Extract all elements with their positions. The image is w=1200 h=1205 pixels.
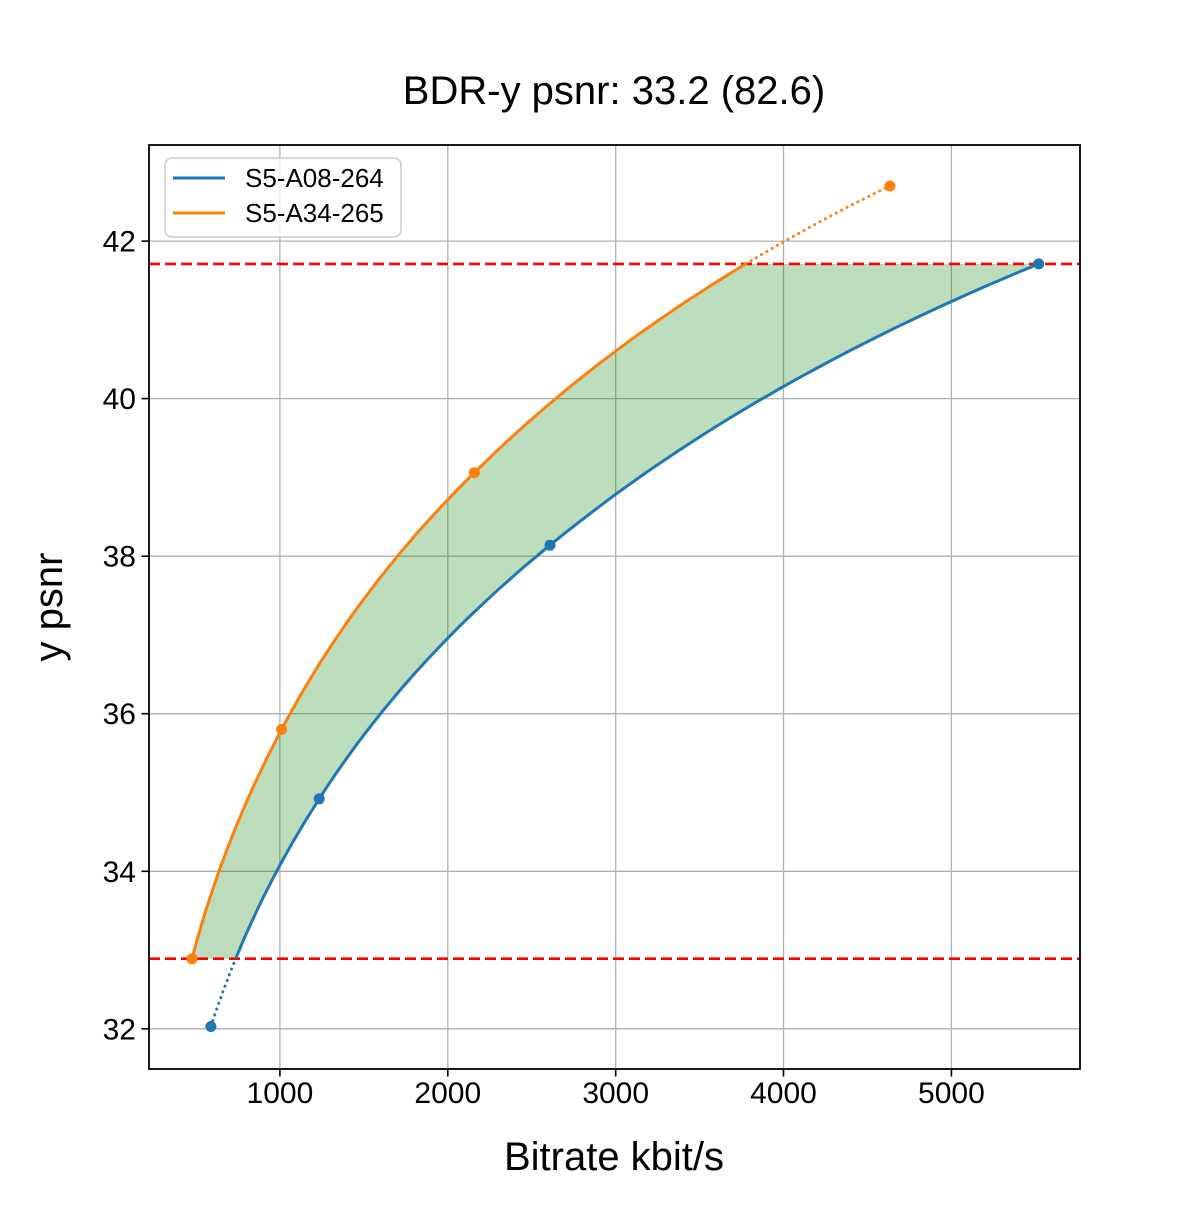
bd-rate-fill-region [192,263,1039,959]
x-tick-label-3000: 3000 [582,1077,649,1110]
chart-title: BDR-y psnr: 33.2 (82.6) [403,69,825,113]
series-0-marker-1 [313,793,325,805]
y-tick-label-42: 42 [103,226,136,259]
legend: S5-A08-264 S5-A34-265 [164,157,402,238]
series-0-solid-curve [234,262,1040,960]
series-0-marker-3 [1033,258,1045,270]
series-0-marker-2 [544,539,556,551]
plot-area: 1000 2000 3000 4000 5000 32 34 36 38 40 42 [103,144,1081,1110]
x-tick-label-4000: 4000 [750,1077,817,1110]
x-tick-label-2000: 2000 [414,1077,481,1110]
y-tick-label-40: 40 [103,383,136,416]
y-tick-label-36: 36 [103,698,136,731]
y-tick-label-32: 32 [103,1013,136,1046]
x-axis-label: Bitrate kbit/s [504,1135,724,1179]
series-0-dotted-curve [209,957,238,1028]
series-1-marker-0 [186,953,198,965]
legend-label-s5-a34-265: S5-A34-265 [245,198,384,228]
x-tick-label-1000: 1000 [247,1077,314,1110]
series-1-marker-3 [884,180,896,192]
series-0-marker-0 [205,1021,217,1032]
series-1-dotted-curve [744,184,892,266]
x-tick-label-5000: 5000 [918,1077,985,1110]
series-1-marker-1 [276,724,288,735]
y-axis-label: y psnr [27,553,71,662]
y-tick-label-38: 38 [103,541,136,574]
y-tick-label-34: 34 [103,856,136,889]
series-1-solid-curve [190,262,747,960]
axes-spine [148,144,1081,1070]
series-1-marker-2 [468,467,480,479]
legend-label-s5-a08-264: S5-A08-264 [245,163,384,193]
